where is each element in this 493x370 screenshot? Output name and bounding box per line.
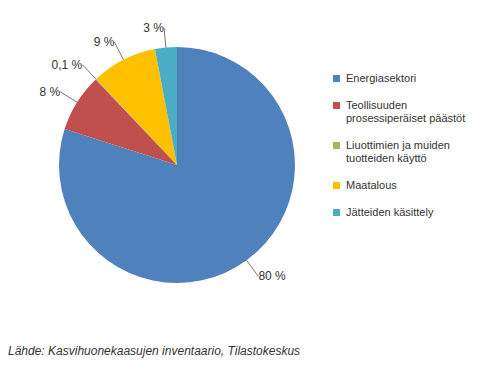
html-text:Jätteiden käsittely: Jätteiden käsittely — [346, 206, 434, 218]
html-text:Teollisuuden prosessiperäiset: Teollisuuden prosessiperäiset päästöt — [346, 99, 466, 124]
html-text:Energiasektori: Energiasektori — [346, 72, 417, 84]
svg-text:0,1 %: 0,1 % — [52, 58, 83, 72]
svg-text:80 %: 80 % — [258, 269, 286, 283]
html-text:Lähde: Kasvihuonekaasujen inve: Lähde: Kasvihuonekaasujen inventaario, T… — [8, 344, 301, 358]
html-text:Maatalous: Maatalous — [346, 179, 397, 191]
html-text:Liuottimien ja muiden tuotteid: Liuottimien ja muiden tuotteiden käyttö — [346, 139, 450, 164]
svg-text:8 %: 8 % — [39, 85, 60, 99]
svg-text:9 %: 9 % — [94, 35, 115, 49]
svg-text:3 %: 3 % — [143, 21, 164, 35]
